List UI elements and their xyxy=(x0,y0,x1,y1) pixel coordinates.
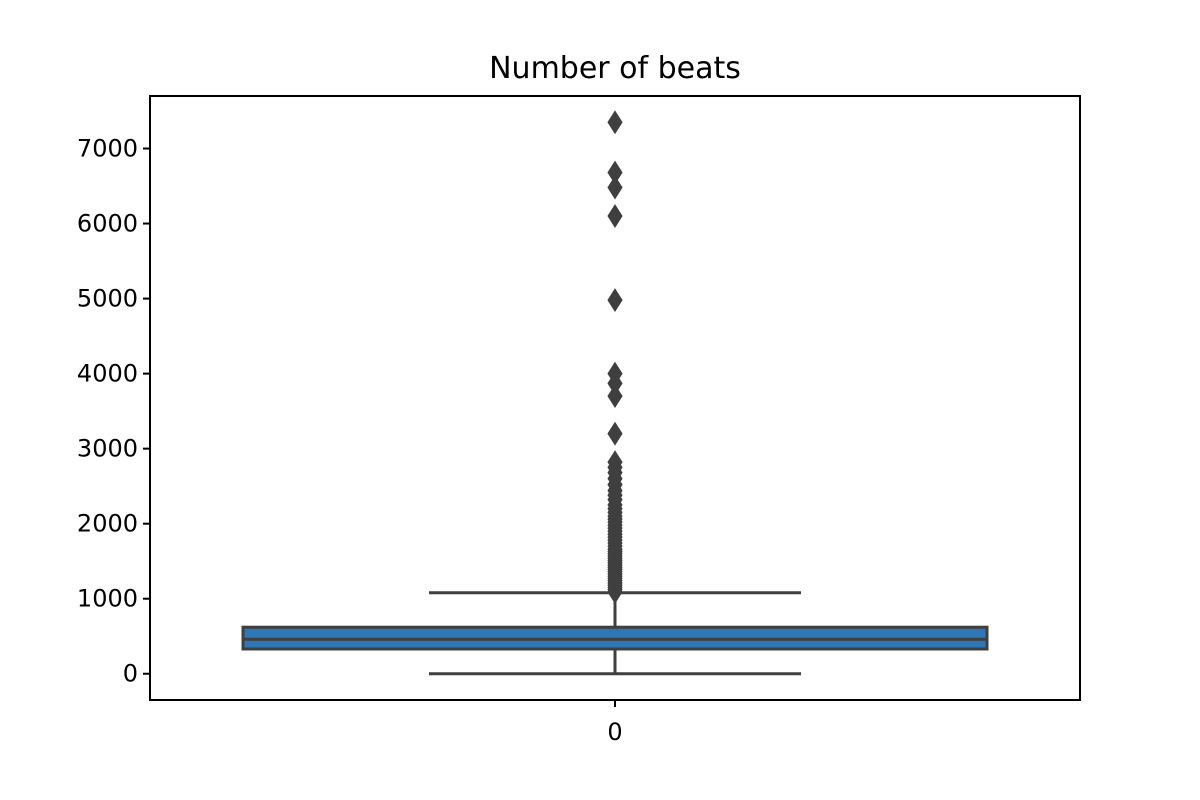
y-tick-label: 4000 xyxy=(77,360,138,388)
outlier-point xyxy=(607,110,623,135)
chart-title: Number of beats xyxy=(489,51,741,86)
outlier-point xyxy=(607,160,623,185)
outlier-point xyxy=(607,450,623,475)
axes: 0 1000 2000 3000 4000 5000 6000 7000 0 xyxy=(77,95,1081,746)
y-tick-label: 3000 xyxy=(77,435,138,463)
y-tick-label: 5000 xyxy=(77,285,138,313)
y-tick-label: 1000 xyxy=(77,585,138,613)
y-tick-label: 7000 xyxy=(77,135,138,163)
plot-area xyxy=(241,110,989,676)
y-tick-label: 2000 xyxy=(77,510,138,538)
outlier-point xyxy=(607,288,623,313)
outlier-point xyxy=(607,421,623,446)
y-tick-label: 6000 xyxy=(77,210,138,238)
x-tick-label: 0 xyxy=(607,718,622,746)
outlier-point xyxy=(607,204,623,228)
outlier-point xyxy=(607,175,623,200)
outlier-point xyxy=(607,384,623,409)
y-tick-label: 0 xyxy=(123,660,138,688)
outlier-point xyxy=(607,361,623,386)
